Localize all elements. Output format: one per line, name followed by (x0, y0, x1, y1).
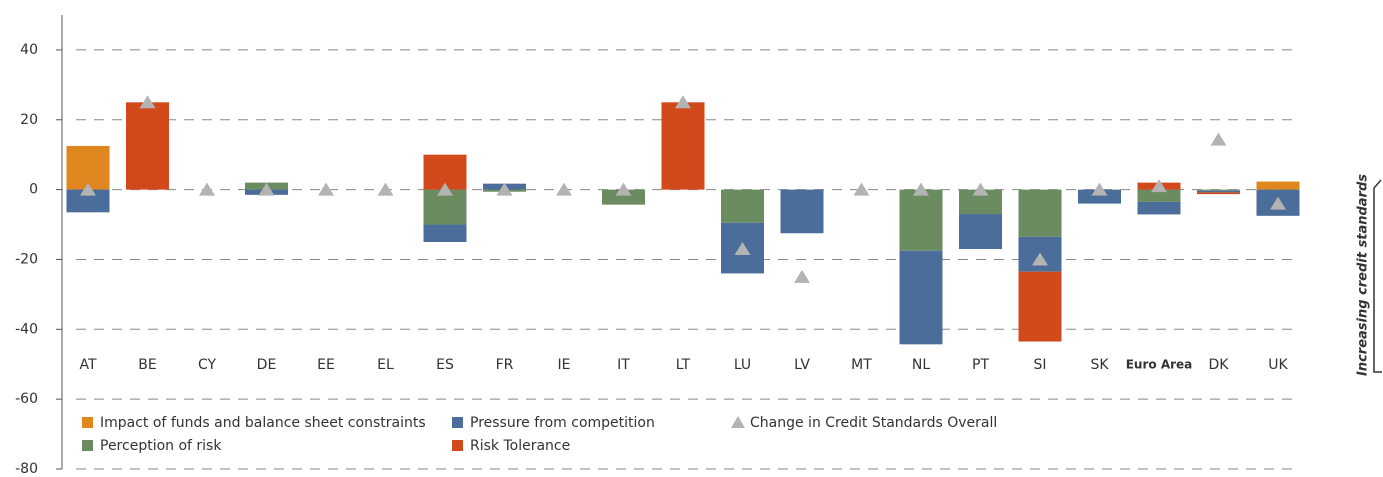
triangle-marker (734, 241, 751, 255)
x-tick-label: LT (676, 357, 691, 373)
x-tick-label: LV (794, 357, 810, 373)
x-tick-label: ES (436, 357, 454, 373)
legend-label: Perception of risk (100, 438, 222, 454)
y-tick-label: -40 (15, 321, 38, 337)
x-tick-label: IT (617, 357, 630, 373)
x-tick-label: Euro Area (1126, 358, 1193, 372)
bar-segment (1078, 189, 1121, 204)
legend-swatch (452, 440, 463, 451)
x-tick-label: EE (317, 357, 335, 373)
triangle-marker (615, 182, 632, 196)
triangle-marker (556, 182, 572, 196)
triangle-marker (1091, 182, 1108, 196)
x-tick-label: BE (138, 357, 156, 373)
x-tick-label: MT (851, 357, 872, 373)
legend-label: Pressure from competition (470, 415, 655, 431)
x-tick-label: EL (377, 357, 394, 373)
bar-segment (1256, 181, 1300, 190)
annotation-arrow (1373, 179, 1382, 373)
x-tick-label: AT (79, 357, 96, 373)
x-tick-label: UK (1268, 357, 1288, 373)
bar-segment (721, 189, 764, 223)
x-tick-label: LU (734, 357, 751, 373)
bar-segment (899, 189, 943, 251)
bar-segment (602, 189, 645, 205)
bar-segment (1197, 189, 1240, 191)
bar-segment (66, 145, 110, 190)
bar-segment (959, 214, 1002, 249)
triangle-marker (496, 182, 513, 196)
y-tick-label: -60 (15, 391, 38, 407)
triangle-marker (1270, 196, 1286, 210)
y-tick-label: 0 (29, 182, 38, 198)
legend-label: Risk Tolerance (470, 438, 570, 454)
x-tick-label: FR (496, 357, 514, 373)
legend-marker (731, 416, 745, 428)
bar-segment (899, 250, 943, 345)
y-tick-label: -20 (15, 251, 38, 267)
x-tick-label: IE (558, 357, 571, 373)
x-tick-label: CY (198, 357, 217, 373)
annotation: Increasing credit standards (1356, 174, 1371, 376)
x-tick-label: PT (972, 357, 989, 373)
triangle-marker (1210, 132, 1227, 146)
triangle-marker (139, 95, 156, 109)
triangle-marker (258, 182, 275, 196)
legend-swatch (452, 417, 463, 428)
bar-segment (1018, 189, 1062, 237)
triangle-marker (794, 269, 810, 283)
bar-segment (1197, 190, 1240, 193)
y-tick-label: 20 (20, 112, 38, 128)
x-tick-label: NL (912, 357, 930, 373)
legend-label: Change in Credit Standards Overall (750, 415, 997, 431)
triangle-marker (377, 182, 394, 196)
bar-segment (661, 102, 705, 190)
legend-swatch (82, 417, 93, 428)
triangle-marker (675, 95, 691, 109)
x-tick-label: DE (257, 357, 277, 373)
triangle-marker (80, 182, 96, 196)
bar-segment (1018, 271, 1062, 342)
x-tick-label: DK (1209, 357, 1230, 373)
bar-segment (66, 189, 110, 213)
triangle-marker (853, 182, 870, 196)
bar-segment (126, 102, 169, 190)
x-tick-label: SI (1033, 357, 1046, 373)
bar-segment (1137, 189, 1181, 202)
y-tick-label: -80 (15, 461, 38, 473)
triangle-marker (437, 182, 453, 196)
triangle-marker (913, 182, 929, 196)
bar-segment (1137, 201, 1181, 215)
legend-swatch (82, 440, 93, 451)
triangle-marker (1151, 179, 1167, 193)
x-tick-label: SK (1090, 357, 1109, 373)
triangle-marker (199, 182, 215, 196)
bar-segment (423, 224, 467, 242)
y-tick-label: 40 (20, 42, 38, 58)
triangle-marker (318, 182, 334, 196)
bar-segment (1197, 192, 1240, 195)
triangle-marker (1032, 252, 1048, 266)
bar-segment (780, 189, 824, 234)
triangle-marker (972, 182, 989, 196)
legend-label: Impact of funds and balance sheet constr… (100, 415, 426, 431)
